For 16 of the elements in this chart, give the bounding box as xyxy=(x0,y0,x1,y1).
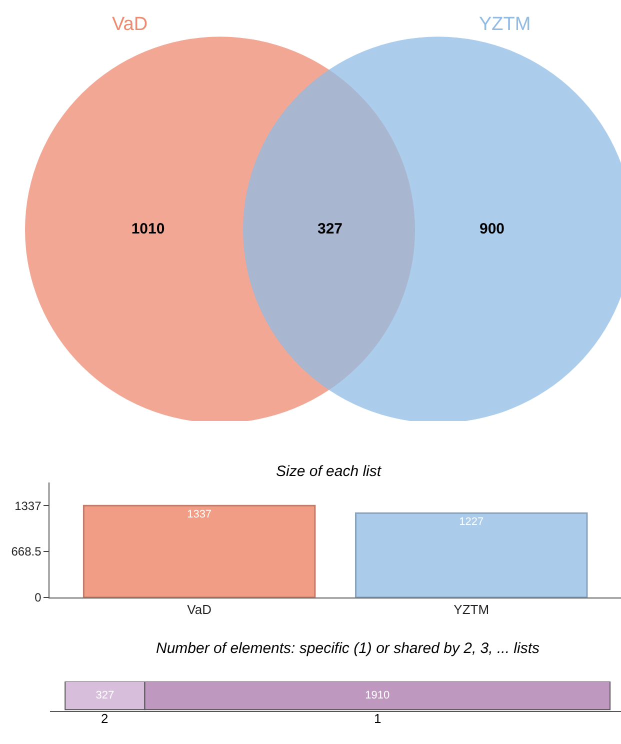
series-label: 2 xyxy=(101,711,108,726)
text: YZTM xyxy=(479,14,531,35)
data-label: 1227 xyxy=(459,516,484,528)
y-tick-label: 668.5 xyxy=(11,544,42,559)
data-label: 1010 xyxy=(131,220,165,238)
data-label: 900 xyxy=(479,220,505,238)
text: VaD xyxy=(112,14,148,35)
y-tick-label: 1337 xyxy=(14,498,42,513)
data-label: 1910 xyxy=(365,690,390,702)
data-label: 327 xyxy=(317,220,343,238)
data-label: 1337 xyxy=(187,508,212,521)
chart-title: Number of elements: specific (1) or shared by 2, 3, ... lists xyxy=(156,640,540,657)
chart-title: Size of each list xyxy=(276,463,382,480)
series-label: 1 xyxy=(374,711,382,726)
data-label: 327 xyxy=(96,690,114,702)
y-tick-label: 0 xyxy=(34,590,42,605)
